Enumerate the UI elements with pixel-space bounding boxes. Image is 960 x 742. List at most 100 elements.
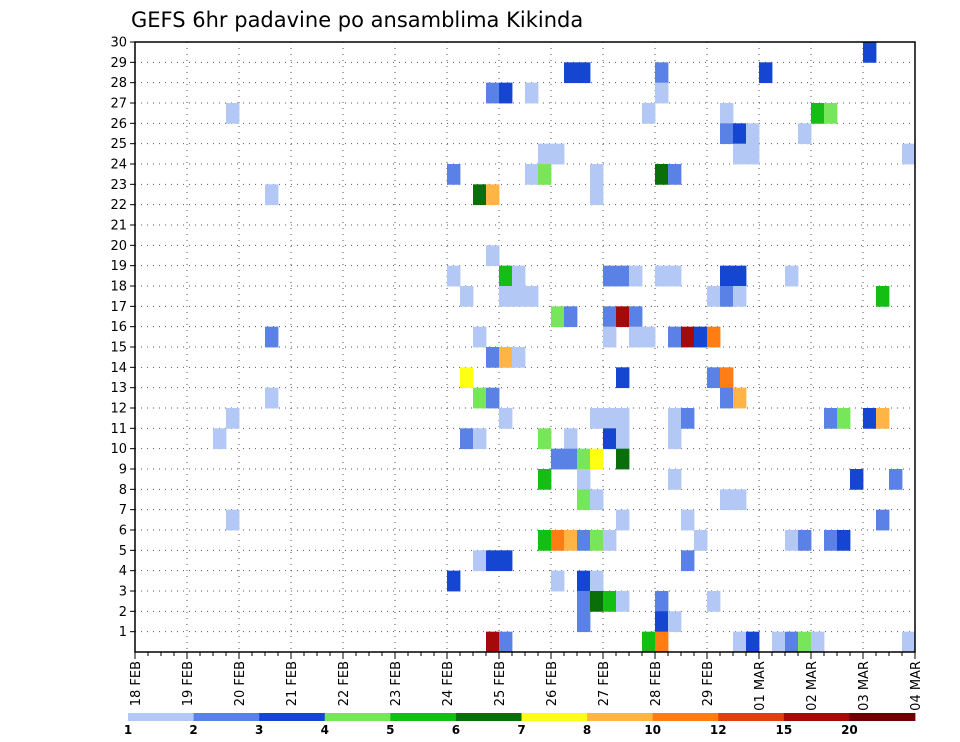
legend-swatch — [259, 713, 326, 721]
heatmap-cell — [668, 326, 682, 348]
heatmap-cell — [629, 265, 643, 287]
heatmap-cell — [668, 611, 682, 633]
heatmap-cell — [226, 509, 240, 531]
heatmap-cell — [655, 611, 669, 633]
heatmap-cell — [226, 103, 240, 124]
heatmap-cell — [512, 286, 526, 307]
heatmap-cell — [577, 530, 591, 551]
x-tick-label: 25 FEB — [493, 661, 508, 706]
heatmap-cell — [460, 428, 474, 450]
heatmap-cell — [603, 408, 617, 429]
heatmap-cell — [603, 306, 617, 328]
heatmap-cell — [629, 306, 643, 328]
heatmap-cell — [694, 530, 708, 551]
heatmap-cell — [499, 347, 513, 368]
heatmap-cell — [655, 591, 669, 612]
y-axis: 1234567891011121314151617181920212223242… — [110, 36, 135, 640]
heatmap-cell — [837, 408, 851, 429]
legend-label: 7 — [517, 723, 525, 737]
heatmap-cell — [655, 62, 669, 84]
legend-label: 20 — [841, 723, 858, 737]
data-cells — [213, 42, 916, 653]
heatmap-cell — [798, 123, 812, 145]
y-tick-label: 6 — [119, 524, 127, 539]
x-tick-label: 27 FEB — [597, 661, 612, 706]
legend-label: 10 — [644, 723, 661, 737]
heatmap-cell — [746, 143, 760, 165]
heatmap-cell — [876, 286, 890, 307]
legend-label: 15 — [775, 723, 792, 737]
heatmap-cell — [551, 143, 565, 165]
heatmap-cell — [265, 326, 279, 348]
y-tick-label: 16 — [110, 320, 127, 335]
y-tick-label: 8 — [119, 483, 127, 498]
heatmap-cell — [473, 387, 487, 409]
heatmap-cell — [668, 164, 682, 185]
heatmap-cell — [798, 631, 812, 653]
heatmap-cell — [499, 265, 513, 287]
heatmap-cell — [616, 408, 630, 429]
legend-label: 1 — [124, 723, 132, 737]
legend-swatch — [455, 713, 522, 721]
heatmap-cell — [616, 428, 630, 450]
x-axis: 18 FEB 19 FEB 20 FEB 21 FEB 22 FEB 23 FEB 24 F… — [129, 652, 924, 711]
color-legend: 1 2 3 4 5 6 7 8 10 12 15 20 — [124, 713, 916, 737]
heatmap-cell — [876, 408, 890, 429]
heatmap-cell — [733, 286, 747, 307]
heatmap-cell — [538, 530, 552, 551]
heatmap-cell — [577, 469, 591, 490]
heatmap-cell — [863, 408, 877, 429]
heatmap-cell — [629, 326, 643, 348]
heatmap-cell — [551, 306, 565, 328]
heatmap-cell — [486, 550, 500, 572]
heatmap-cell — [564, 428, 578, 450]
heatmap-cell — [616, 509, 630, 531]
y-tick-label: 1 — [119, 625, 127, 640]
heatmap-cell — [902, 631, 916, 653]
y-tick-label: 2 — [119, 605, 127, 620]
legend-swatch — [652, 713, 719, 721]
heatmap-cell — [577, 591, 591, 612]
heatmap-cell — [512, 347, 526, 368]
heatmap-cell — [707, 367, 721, 389]
x-tick-label: 01 MAR — [753, 661, 768, 711]
heatmap-cell — [863, 42, 877, 63]
heatmap-cell — [590, 489, 604, 511]
y-tick-label: 11 — [110, 422, 127, 437]
heatmap-cell — [811, 631, 825, 653]
heatmap-cell — [603, 530, 617, 551]
y-tick-label: 24 — [110, 158, 127, 173]
y-tick-label: 22 — [110, 198, 127, 213]
heatmap-cell — [720, 387, 734, 409]
x-tick-label: 18 FEB — [129, 661, 144, 706]
legend-label: 12 — [710, 723, 727, 737]
heatmap-cell — [824, 103, 838, 124]
heatmap-cell — [603, 265, 617, 287]
heatmap-cell — [707, 591, 721, 612]
x-tick-label: 23 FEB — [389, 661, 404, 706]
legend-swatch — [718, 713, 785, 721]
y-tick-label: 10 — [110, 442, 127, 457]
heatmap-cell — [681, 509, 695, 531]
heatmap-cell — [525, 286, 539, 307]
x-tick-label: 26 FEB — [545, 661, 560, 706]
heatmap-cell — [486, 347, 500, 368]
heatmap-cell — [473, 184, 487, 206]
legend-label: 8 — [583, 723, 591, 737]
legend-swatch — [587, 713, 654, 721]
legend-swatch — [783, 713, 850, 721]
heatmap-cell — [720, 103, 734, 124]
heatmap-cell — [616, 591, 630, 612]
heatmap-cell — [746, 631, 760, 653]
heatmap-cell — [759, 62, 773, 84]
heatmap-cell — [590, 184, 604, 206]
heatmap-cell — [811, 103, 825, 124]
heatmap-cell — [265, 387, 279, 409]
heatmap-cell — [642, 631, 656, 653]
heatmap-cell — [772, 631, 786, 653]
heatmap-cell — [785, 631, 799, 653]
y-tick-label: 21 — [110, 219, 127, 234]
heatmap-cell — [785, 265, 799, 287]
heatmap-cell — [473, 550, 487, 572]
y-tick-label: 9 — [119, 463, 127, 478]
